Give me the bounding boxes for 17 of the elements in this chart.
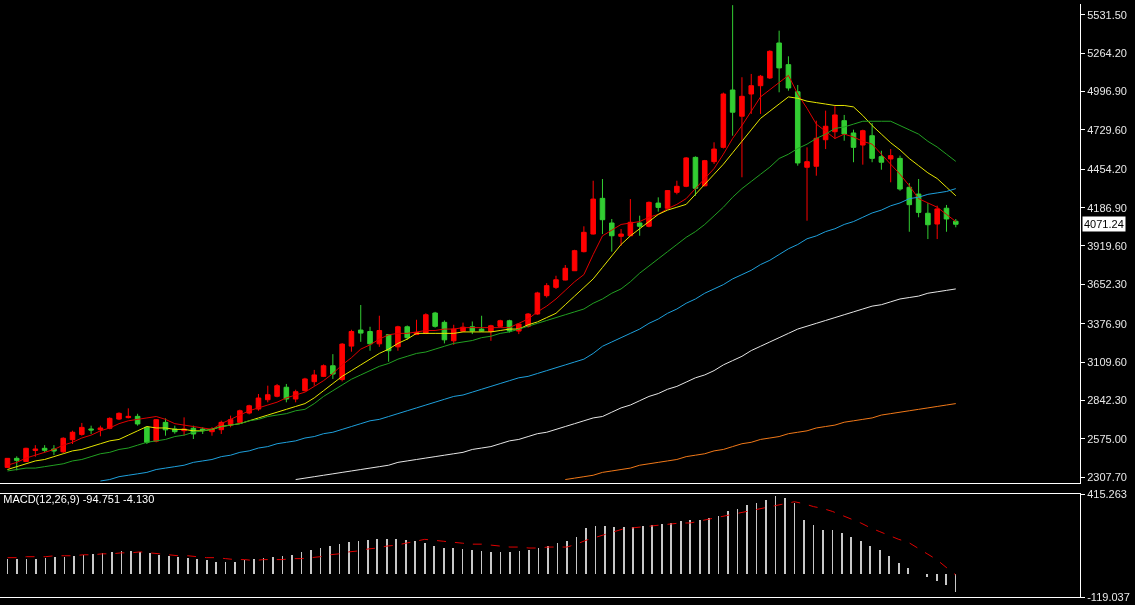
y-tick-label: 2842.30 — [1087, 394, 1127, 407]
y-tick-label: 4996.90 — [1087, 85, 1127, 98]
y-tick-label: 3376.90 — [1087, 317, 1127, 330]
y-tick-label: -119.037 — [1087, 590, 1130, 603]
y-tick-label: 2307.70 — [1087, 470, 1127, 483]
y-tick-label: 5531.50 — [1087, 8, 1127, 21]
y-tick-label: 4186.90 — [1087, 201, 1127, 214]
y-tick-label: 3652.30 — [1087, 278, 1127, 291]
y-tick-label: 5264.20 — [1087, 47, 1127, 60]
chart-title: MACD(12,26,9) -94.751 -4.130 — [3, 492, 155, 505]
y-tick-label: 415.263 — [1087, 487, 1127, 500]
y-tick-label: 3109.60 — [1087, 355, 1127, 368]
y-tick-label: 4454.20 — [1087, 163, 1127, 176]
y-tick-label: 3919.60 — [1087, 239, 1127, 252]
text: 4071.24 — [1084, 218, 1124, 230]
y-tick-label: 4729.60 — [1087, 123, 1127, 136]
y-tick-label: 2575.00 — [1087, 432, 1127, 445]
